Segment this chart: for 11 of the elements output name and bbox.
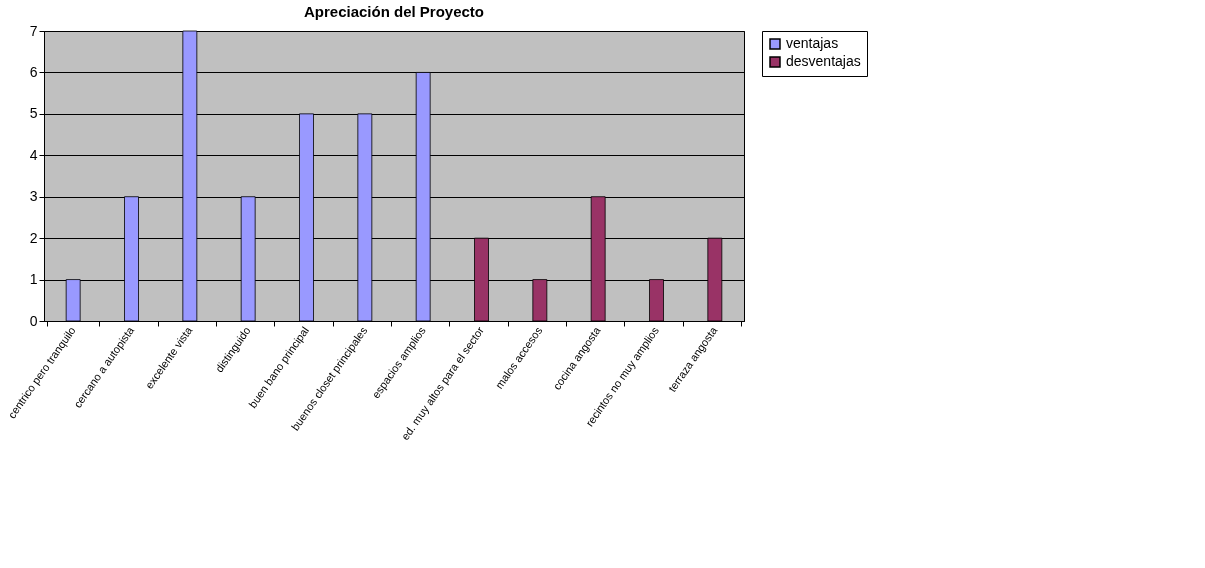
y-tick-label: 0 [29, 312, 38, 329]
legend-label: ventajas [786, 35, 839, 51]
y-tick-label: 7 [29, 22, 38, 39]
chart-title: Apreciación del Proyecto [303, 3, 485, 20]
legend-label: desventajas [786, 53, 861, 69]
y-tick-label: 3 [29, 188, 38, 205]
y-tick-label: 5 [29, 105, 38, 122]
y-tick-label: 4 [29, 146, 38, 163]
y-tick-label: 2 [29, 229, 38, 246]
y-tick-label: 1 [29, 271, 38, 288]
y-tick-label: 6 [29, 63, 38, 80]
